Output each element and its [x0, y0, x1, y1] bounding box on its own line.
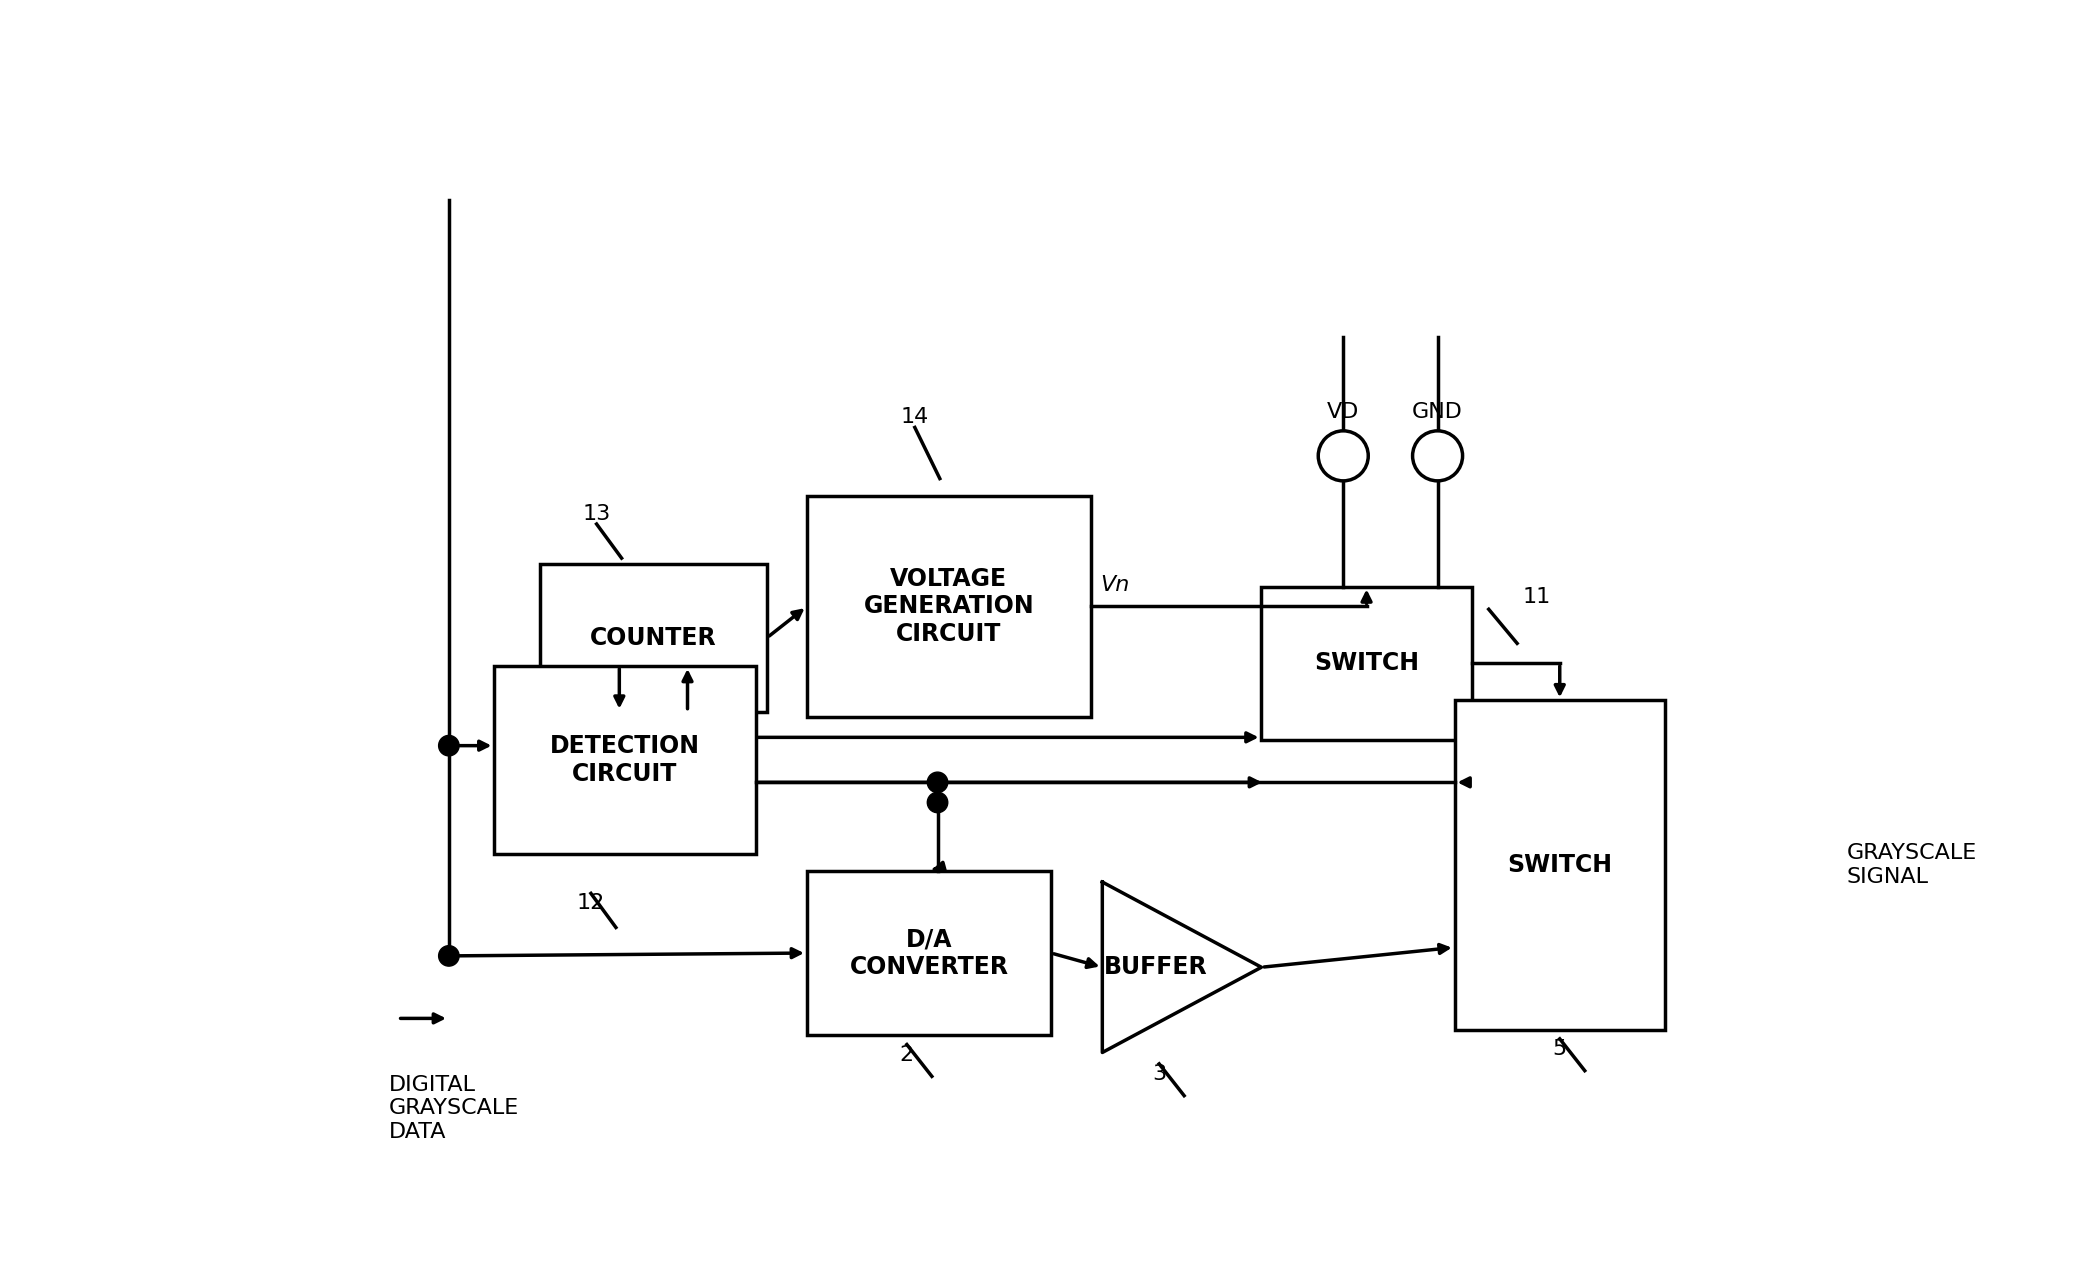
Bar [1455, 700, 1664, 1030]
Text: GRAYSCALE
SIGNAL: GRAYSCALE SIGNAL [1846, 843, 1976, 886]
Circle shape [439, 945, 460, 966]
Text: 3: 3 [1152, 1064, 1167, 1083]
Text: VOLTAGE
GENERATION
CIRCUIT: VOLTAGE GENERATION CIRCUIT [864, 566, 1035, 646]
Text: 5: 5 [1554, 1039, 1566, 1059]
Text: 13: 13 [583, 504, 611, 525]
Text: Vn: Vn [1100, 575, 1129, 595]
Text: SWITCH: SWITCH [1313, 651, 1420, 675]
Text: BUFFER: BUFFER [1104, 956, 1207, 980]
Text: DETECTION
CIRCUIT: DETECTION CIRCUIT [550, 734, 700, 786]
Text: SWITCH: SWITCH [1508, 853, 1612, 877]
Text: 11: 11 [1522, 586, 1552, 607]
Circle shape [926, 793, 947, 813]
Bar [539, 564, 767, 712]
Text: D/A
CONVERTER: D/A CONVERTER [849, 928, 1008, 978]
Circle shape [439, 736, 460, 756]
Text: 14: 14 [901, 407, 928, 427]
Bar [1261, 586, 1472, 739]
Circle shape [926, 772, 947, 793]
Text: 12: 12 [577, 894, 604, 914]
Circle shape [1317, 431, 1368, 480]
Text: 2: 2 [899, 1044, 914, 1064]
Text: VD: VD [1328, 402, 1359, 422]
Text: DIGITAL
GRAYSCALE
DATA: DIGITAL GRAYSCALE DATA [389, 1076, 519, 1141]
Text: COUNTER: COUNTER [590, 626, 717, 650]
Text: GND: GND [1411, 402, 1464, 422]
Circle shape [1414, 431, 1462, 480]
Bar [807, 495, 1092, 717]
Bar [807, 871, 1052, 1035]
Bar [493, 666, 755, 853]
